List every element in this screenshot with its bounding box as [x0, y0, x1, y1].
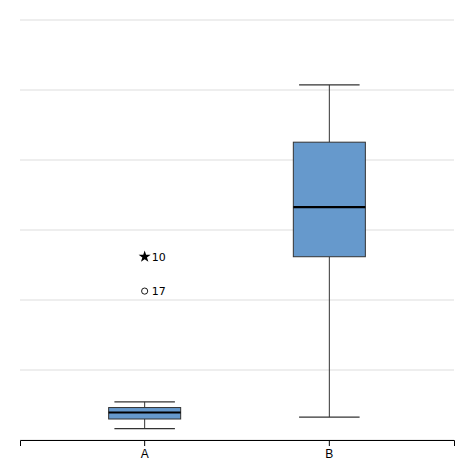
median	[293, 206, 365, 208]
x-axis-line	[21, 441, 455, 447]
grid-line	[20, 370, 454, 371]
box	[293, 142, 365, 257]
cap-high	[114, 401, 175, 402]
grid-line	[20, 20, 454, 21]
grid	[20, 20, 454, 440]
outlier-label: 17	[152, 285, 166, 298]
outlier-star	[139, 250, 151, 261]
x-tick-line	[329, 440, 330, 446]
x-tick: B	[325, 440, 333, 461]
grid-line	[20, 90, 454, 91]
plot: 1017AB	[20, 20, 455, 461]
x-axis: AB	[21, 440, 455, 461]
outlier-circle	[142, 288, 148, 294]
y-axis	[20, 21, 21, 441]
whisker-low	[329, 257, 330, 417]
chart: 1017AB	[0, 0, 474, 474]
whisker-high	[144, 402, 145, 408]
box	[109, 408, 181, 419]
cap-high	[299, 84, 360, 85]
box-group	[109, 250, 181, 428]
whisker-high	[329, 85, 330, 142]
outlier-label: 10	[152, 251, 166, 264]
grid-line	[20, 230, 454, 231]
x-tick: A	[141, 440, 149, 461]
grid-line	[20, 160, 454, 161]
box-group	[293, 85, 365, 417]
marks	[109, 85, 366, 429]
median	[109, 411, 181, 413]
x-tick-label: B	[325, 447, 333, 461]
grid-line	[20, 300, 454, 301]
cap-low	[114, 428, 175, 429]
x-tick-line	[144, 440, 145, 446]
whisker-low	[144, 419, 145, 429]
cap-low	[299, 416, 360, 417]
x-tick-label: A	[141, 447, 149, 461]
annotations: 10 17	[152, 251, 166, 298]
